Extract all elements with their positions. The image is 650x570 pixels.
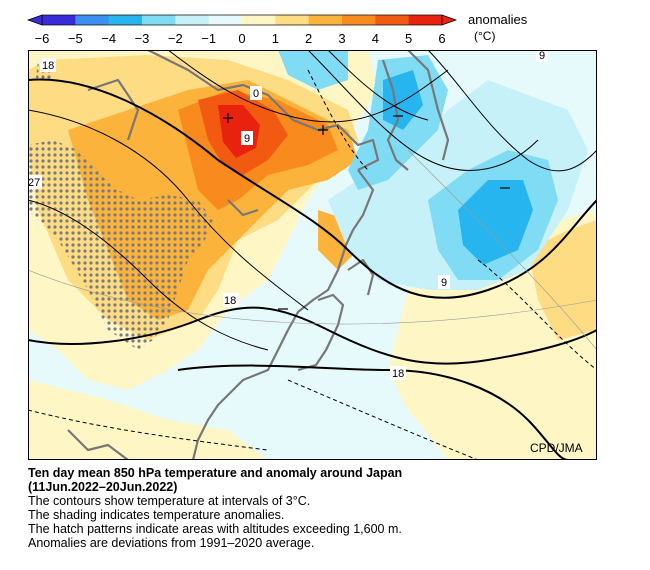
colorbar-tick-label: −6 [35, 31, 50, 46]
anomaly-region-cool [278, 50, 348, 90]
caption-title: Ten day mean 850 hPa temperature and ano… [28, 466, 403, 480]
coastlines [67, 50, 450, 460]
colorbar-tick-label: −2 [168, 31, 183, 46]
colorbar-cell [408, 15, 443, 25]
legend-unit: (°C) [474, 29, 495, 43]
colorbar-cell [208, 15, 243, 25]
colorbar-cell [175, 15, 210, 25]
colorbar-cell [275, 15, 310, 25]
pressure-markers [223, 113, 510, 310]
colorbar-cell [242, 15, 276, 25]
colorbar-cell [375, 15, 410, 25]
contour-label: 9 [539, 50, 545, 62]
colorbar-cells [41, 14, 443, 26]
colorbar-tick-label: 3 [338, 31, 345, 46]
contour-label: 0 [253, 88, 259, 100]
caption-line: The shading indicates temperature anomal… [28, 508, 285, 522]
colorbar-cell [142, 15, 176, 25]
colorbar-cell [75, 15, 110, 25]
colorbar-cell [308, 15, 343, 25]
anomaly-colorbar: −6 −5 −4 −3 −2 −1 0 1 2 3 4 5 6 anomalies (°C) [26, 12, 528, 46]
colorbar-tick-label: 2 [305, 31, 312, 46]
colorbar-cell [42, 15, 76, 25]
colorbar-tick-label: 6 [438, 31, 445, 46]
anomaly-region-strong-cool [458, 180, 533, 265]
colorbar-tick-label: −4 [101, 31, 116, 46]
map-caption: Ten day mean 850 hPa temperature and ano… [28, 466, 628, 550]
colorbar-tick-label: 1 [272, 31, 279, 46]
colorbar-tick-label: −5 [68, 31, 83, 46]
colorbar-tick-label: 4 [372, 31, 379, 46]
caption-period: (11Jun.2022–20Jun.2022) [28, 480, 178, 494]
caption-line: The hatch patterns indicate areas with a… [28, 522, 402, 536]
contour-label: 9 [244, 133, 250, 145]
colorbar-tick-label: −3 [135, 31, 150, 46]
caption-line: Anomalies are deviations from 1991–2020 … [28, 536, 315, 550]
colorbar-cell [108, 15, 143, 25]
contour-label: 18 [224, 295, 236, 307]
anomaly-region-weak-warm [28, 380, 268, 460]
anomaly-region-warm [528, 220, 597, 340]
credit-label: CPD/JMA [530, 441, 583, 455]
caption-line: The contours show temperature at interva… [28, 494, 311, 508]
legend-title: anomalies [468, 12, 528, 27]
colorbar-left-arrow [26, 14, 43, 26]
colorbar-cell [342, 15, 376, 25]
contour-label: 27 [28, 177, 40, 189]
anomaly-map: 18 0 9 27 9 9 18 18 CPD/JMA [28, 50, 597, 460]
contour-labels: 18 0 9 27 9 9 18 18 [28, 50, 548, 380]
temperature-contours [28, 50, 597, 460]
colorbar-tick-label: −1 [201, 31, 216, 46]
contour-label: 18 [392, 368, 404, 380]
colorbar-tick-labels: −6 −5 −4 −3 −2 −1 0 1 2 3 4 5 6 [35, 31, 446, 46]
contour-label: 18 [42, 60, 54, 72]
colorbar-tick-label: 0 [238, 31, 245, 46]
colorbar-right-arrow [441, 14, 458, 26]
contour-label: 9 [441, 277, 447, 289]
colorbar-tick-label: 5 [405, 31, 412, 46]
map-frame [28, 50, 597, 460]
